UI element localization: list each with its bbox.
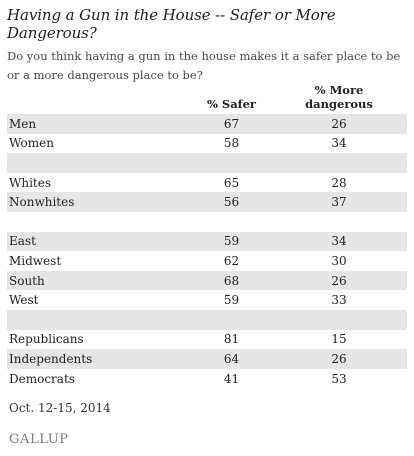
row-label: Midwest: [9, 253, 62, 268]
row-label: South: [9, 273, 45, 288]
safer-value: 56: [223, 195, 240, 210]
table-row: Independents 64 26: [7, 349, 407, 369]
safer-value: 59: [223, 234, 240, 249]
row-label: Whites: [9, 175, 51, 190]
safer-value: 64: [223, 351, 240, 366]
safer-value: 62: [223, 253, 240, 268]
table-row: Whites 65 28: [7, 173, 407, 193]
row-label: Republicans: [9, 332, 84, 347]
safer-value: 41: [223, 371, 240, 386]
dangerous-value: 34: [331, 234, 347, 249]
gallup-logo: GALLUP: [9, 432, 69, 448]
table-row: West 59 33: [7, 290, 407, 310]
dangerous-value: 30: [331, 253, 347, 268]
dangerous-value: 37: [331, 195, 347, 210]
row-label: Men: [9, 116, 37, 131]
dangerous-value: 15: [331, 332, 347, 347]
dangerous-value: 28: [331, 175, 347, 190]
page-title: Having a Gun in the House -- Safer or Mo…: [7, 6, 336, 42]
row-label: Democrats: [9, 371, 75, 386]
row-label: Nonwhites: [9, 195, 75, 210]
dangerous-value: 26: [331, 351, 347, 366]
safer-value: 59: [223, 293, 240, 308]
row-label: Independents: [9, 351, 93, 366]
header-safer: % Safer: [206, 97, 256, 111]
header-dangerous: % More dangerous: [305, 83, 373, 111]
table-body: Men 67 26 Women 58 34 Whites 65 28 Nonwhites 56 37 E…: [7, 114, 407, 388]
table-row: Nonwhites 56 37: [7, 192, 407, 212]
table-row: Midwest 62 30: [7, 251, 407, 271]
safer-value: 58: [223, 136, 240, 151]
table-row: South 68 26: [7, 270, 407, 291]
results-table: % Safer % More dangerous Men 67 26 Women 58 3…: [7, 83, 407, 388]
safer-value: 81: [223, 332, 240, 347]
safer-value: 68: [223, 273, 240, 288]
dangerous-value: 33: [331, 293, 347, 308]
table-row: Men 67 26: [7, 114, 407, 134]
table-row: [7, 309, 407, 330]
safer-value: 67: [223, 116, 240, 131]
table-row: [7, 153, 407, 173]
survey-date: Oct. 12-15, 2014: [9, 401, 111, 416]
dangerous-value: 34: [331, 136, 347, 151]
dangerous-value: 53: [331, 371, 347, 386]
dangerous-value: 26: [331, 116, 347, 131]
table-row: Democrats 41 53: [7, 369, 407, 389]
table-row: [7, 212, 407, 232]
table-row: Women 58 34: [7, 134, 407, 154]
row-label: West: [9, 293, 39, 308]
table-row: Republicans 81 15: [7, 330, 407, 350]
page: Having a Gun in the House -- Safer or Mo…: [7, 0, 407, 447]
row-label: East: [9, 234, 36, 249]
table-header: % Safer % More dangerous: [7, 83, 407, 114]
table-row: East 59 34: [7, 231, 407, 252]
dangerous-value: 26: [331, 273, 347, 288]
row-label: Women: [9, 136, 54, 151]
question-text: Do you think having a gun in the house m…: [7, 49, 401, 82]
safer-value: 65: [223, 175, 240, 190]
